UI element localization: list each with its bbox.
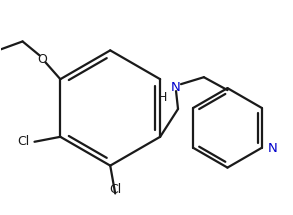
Text: Cl: Cl bbox=[17, 135, 30, 148]
Text: Cl: Cl bbox=[109, 183, 121, 197]
Text: H: H bbox=[157, 91, 167, 104]
Text: N: N bbox=[268, 142, 277, 155]
Text: O: O bbox=[38, 53, 47, 66]
Text: N: N bbox=[171, 81, 181, 94]
